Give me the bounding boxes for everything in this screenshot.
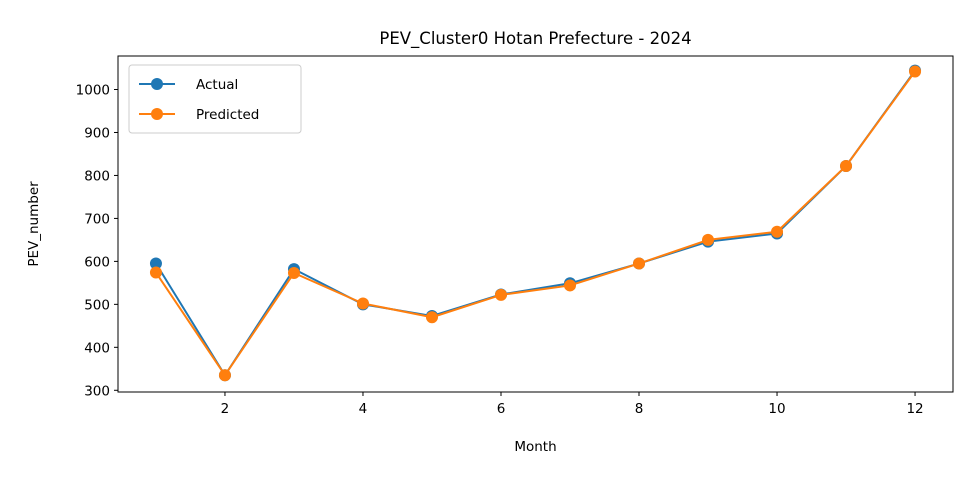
x-tick-label: 10 bbox=[768, 401, 785, 417]
x-tick-label: 4 bbox=[359, 401, 368, 417]
data-point bbox=[287, 266, 300, 279]
data-point bbox=[494, 288, 507, 301]
data-point bbox=[909, 65, 922, 78]
y-axis-label: PEV_number bbox=[26, 181, 42, 267]
x-tick-label: 12 bbox=[906, 401, 923, 417]
data-point bbox=[840, 159, 853, 172]
y-tick-label: 300 bbox=[84, 383, 110, 399]
x-axis-label: Month bbox=[514, 439, 556, 455]
data-point bbox=[702, 233, 715, 246]
y-tick-label: 800 bbox=[84, 168, 110, 184]
data-point bbox=[425, 311, 438, 324]
y-tick-label: 1000 bbox=[76, 83, 110, 99]
series-predicted bbox=[149, 65, 922, 382]
x-tick-label: 8 bbox=[635, 401, 644, 417]
legend: Actual Predicted bbox=[128, 64, 302, 134]
data-point bbox=[633, 257, 646, 270]
data-point bbox=[771, 225, 784, 238]
y-tick-label: 700 bbox=[84, 211, 110, 227]
legend-swatch-marker bbox=[151, 108, 163, 120]
series-line bbox=[155, 70, 916, 377]
y-tick-label: 900 bbox=[84, 125, 110, 141]
chart-title: PEV_Cluster0 Hotan Prefecture - 2024 bbox=[379, 29, 691, 49]
data-point bbox=[564, 279, 577, 292]
legend-swatch-marker bbox=[151, 78, 163, 90]
data-point bbox=[149, 266, 162, 279]
x-tick-label: 6 bbox=[497, 401, 506, 417]
legend-box bbox=[128, 64, 302, 134]
data-point bbox=[149, 257, 162, 270]
series-line bbox=[155, 70, 916, 377]
series-layer bbox=[149, 64, 922, 382]
data-point bbox=[356, 297, 369, 310]
legend-label: Actual bbox=[196, 77, 238, 93]
y-axis: 300 400 500 600 700 800 900 1000 bbox=[76, 83, 118, 399]
data-point bbox=[218, 369, 231, 382]
x-axis: 2 4 6 8 10 12 bbox=[221, 392, 924, 417]
y-tick-label: 400 bbox=[84, 340, 110, 356]
x-tick-label: 2 bbox=[221, 401, 230, 417]
legend-label: Predicted bbox=[196, 107, 259, 123]
y-tick-label: 500 bbox=[84, 297, 110, 313]
y-tick-label: 600 bbox=[84, 254, 110, 270]
